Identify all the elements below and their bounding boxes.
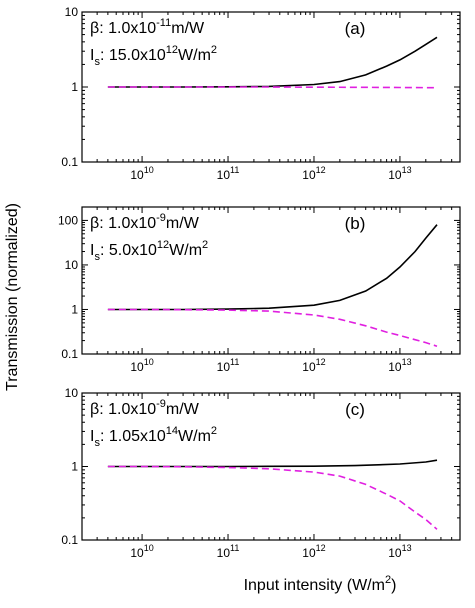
x-tick-exp: 10 [144,165,154,175]
y-tick-label: 10 [65,5,79,19]
x-tick-base: 10 [130,360,144,374]
is-exp: 12 [166,44,178,56]
y-tick-label: 1 [71,80,78,94]
y-tick-label: 0.1 [61,533,78,547]
is-lead: I [90,242,94,259]
panel-tag: (a) [345,19,366,38]
x-tick-label: 1013 [388,543,411,560]
saturation-intensity-annotation: Is: 15.0x1012W/m2 [90,44,217,68]
y-tick-label: 0.1 [61,347,78,361]
x-tick-base: 10 [388,546,402,560]
x-tick-label: 1010 [130,543,153,560]
beta-exp: -11 [156,17,171,29]
x-tick-label: 1011 [217,543,240,560]
is-unit-exp: 2 [202,239,208,251]
is-mid: : 1.05x10 [100,428,166,445]
panel-tag: (b) [345,214,366,233]
is-unit-exp: 2 [211,44,217,56]
beta-lead: β: 1.0x10 [90,215,156,232]
is-unit-exp: 2 [211,425,217,437]
x-tick-base: 10 [302,546,316,560]
saturation-intensity-annotation: Is: 5.0x1012W/m2 [90,239,208,263]
x-tick-label: 1010 [130,165,153,182]
saturation-intensity-annotation: Is: 1.05x1014W/m2 [90,425,217,449]
x-tick-base: 10 [302,168,316,182]
x-tick-exp: 12 [316,543,326,553]
is-exp: 12 [157,239,169,251]
is-mid: : 15.0x10 [100,47,166,64]
x-tick-base: 10 [388,360,402,374]
x-tick-exp: 13 [402,357,412,367]
y-tick-label: 10 [65,258,79,272]
panel-tag: (c) [345,400,365,419]
series-dashed-line [107,308,438,347]
x-tick-base: 10 [217,360,231,374]
is-sub: s [94,437,100,449]
series-solid-line [107,459,438,468]
x-tick-exp: 11 [230,543,239,553]
x-tick-base: 10 [388,168,402,182]
x-tick-base: 10 [217,546,231,560]
x-tick-exp: 11 [230,357,239,367]
x-tick-base: 10 [130,546,144,560]
beta-exp: -9 [156,398,166,410]
is-lead: I [90,428,94,445]
x-tick-base: 10 [130,168,144,182]
plot-frame [81,206,461,355]
beta-exp: -9 [156,212,166,224]
x-tick-label: 1011 [217,165,240,182]
x-tick-label: 1011 [217,357,240,374]
y-tick-label: 1 [71,460,78,474]
is-lead: I [90,47,94,64]
x-tick-exp: 11 [230,165,239,175]
is-unit: W/m [178,47,211,64]
beta-lead: β: 1.0x10 [90,401,156,418]
y-axis-label: Transmission (normalized) [4,203,21,391]
x-tick-base: 10 [217,168,231,182]
x-tick-exp: 13 [402,543,412,553]
x-axis-label: Input intensity (W/m2) [244,574,397,594]
beta-unit: m/W [171,20,205,37]
x-tick-exp: 13 [402,165,412,175]
is-unit: W/m [178,428,211,445]
beta-lead: β: 1.0x10 [90,20,156,37]
x-tick-exp: 12 [316,165,326,175]
series-solid-line [107,224,438,311]
y-tick-label: 10 [65,386,79,400]
series-solid-line [107,36,438,88]
is-exp: 14 [166,425,178,437]
x-tick-exp: 10 [144,357,154,367]
x-tick-exp: 12 [316,357,326,367]
beta-unit: m/W [166,401,200,418]
y-tick-label: 100 [58,213,78,227]
x-tick-label: 1013 [388,357,411,374]
x-tick-exp: 10 [144,543,154,553]
x-tick-label: 1012 [302,165,325,182]
x-tick-base: 10 [302,360,316,374]
y-tick-label: 0.1 [61,155,78,169]
series-dashed-line [107,465,438,530]
beta-unit: m/W [166,215,200,232]
beta-annotation: β: 1.0x10-9m/W [90,212,200,232]
beta-annotation: β: 1.0x10-11m/W [90,17,205,37]
x-tick-label: 1012 [302,357,325,374]
x-tick-label: 1013 [388,165,411,182]
beta-annotation: β: 1.0x10-9m/W [90,398,200,418]
is-mid: : 5.0x10 [100,242,157,259]
is-unit: W/m [169,242,202,259]
is-sub: s [94,251,100,263]
x-tick-label: 1010 [130,357,153,374]
series-dashed-line [107,86,438,89]
x-tick-label: 1012 [302,543,325,560]
is-sub: s [94,56,100,68]
y-tick-label: 1 [71,302,78,316]
